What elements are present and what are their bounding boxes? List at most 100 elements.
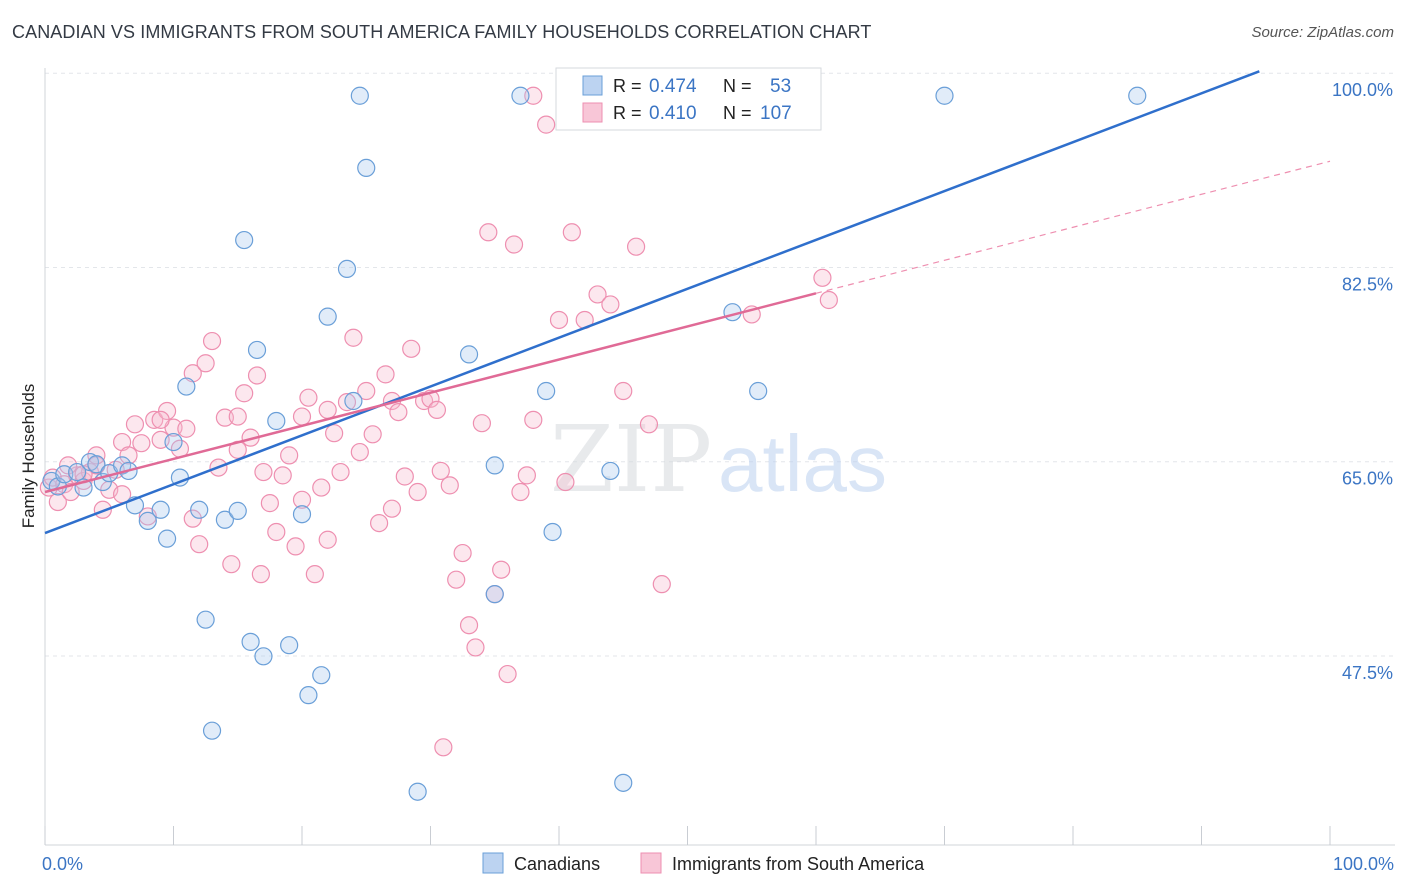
canadians-point-19 bbox=[196, 610, 215, 629]
immigrants-point-62 bbox=[434, 738, 453, 757]
canadians-point-45 bbox=[601, 461, 620, 481]
canadians-point-27 bbox=[267, 411, 286, 431]
immigrants-point-43 bbox=[312, 478, 331, 497]
stats-n-value-blue: 53 bbox=[770, 76, 791, 97]
immigrants-point-100 bbox=[318, 530, 337, 549]
canadians-point-43 bbox=[537, 381, 556, 401]
canadians-point-15 bbox=[164, 432, 183, 452]
legend-label-immigrants: Immigrants from South America bbox=[672, 854, 925, 874]
immigrants-point-101 bbox=[228, 407, 247, 426]
canadians-point-38 bbox=[459, 345, 479, 364]
canadians-point-35 bbox=[357, 158, 376, 177]
stats-n-label-blue: N = bbox=[723, 76, 752, 96]
y-tick-label-1: 82.5% bbox=[1342, 274, 1393, 294]
immigrants-point-40 bbox=[292, 490, 312, 509]
immigrants-point-42 bbox=[305, 565, 324, 584]
immigrants-point-52 bbox=[370, 513, 389, 533]
stats-n-label-pink: N = bbox=[723, 103, 752, 123]
immigrants-point-28 bbox=[215, 408, 234, 427]
canadians-point-14 bbox=[157, 529, 177, 548]
immigrants-point-75 bbox=[517, 466, 536, 485]
immigrants-point-79 bbox=[556, 472, 575, 492]
x-tick-label-max: 100.0% bbox=[1333, 854, 1394, 874]
canadians-trend-line bbox=[44, 70, 1260, 535]
immigrants-point-41 bbox=[299, 388, 318, 407]
y-tick-labels: 100.0% 82.5% 65.0% 47.5% bbox=[1332, 80, 1393, 683]
canadians-point-33 bbox=[337, 259, 357, 279]
immigrants-point-84 bbox=[614, 381, 633, 401]
immigrants-point-89 bbox=[813, 268, 832, 287]
stats-swatch-blue bbox=[582, 75, 603, 96]
immigrants-point-53 bbox=[376, 365, 395, 384]
canadians-point-32 bbox=[318, 307, 337, 326]
immigrants-point-80 bbox=[562, 223, 581, 242]
immigrants-point-37 bbox=[273, 466, 292, 485]
watermark-atlas: atlas bbox=[718, 419, 887, 508]
canadians-point-34 bbox=[344, 391, 363, 411]
immigrants-point-24 bbox=[190, 535, 209, 554]
canadians-point-28 bbox=[280, 636, 299, 655]
canadians-point-29 bbox=[292, 505, 312, 524]
grid bbox=[45, 72, 1395, 657]
immigrants-point-48 bbox=[344, 328, 363, 347]
x-tick-label-min: 0.0% bbox=[42, 854, 83, 874]
canadians-point-36 bbox=[350, 86, 369, 105]
stats-r-value-blue: 0.474 bbox=[649, 76, 697, 97]
pink-series-points bbox=[39, 86, 838, 757]
canadians-point-17 bbox=[177, 377, 196, 396]
immigrants-point-63 bbox=[440, 476, 459, 495]
immigrants-point-98 bbox=[59, 456, 78, 475]
immigrants-point-65 bbox=[453, 543, 472, 563]
immigrants-point-58 bbox=[408, 482, 427, 502]
immigrants-point-87 bbox=[652, 575, 671, 594]
immigrants-point-15 bbox=[132, 434, 151, 453]
canadians-point-12 bbox=[138, 511, 157, 530]
immigrants-point-72 bbox=[498, 664, 517, 684]
immigrants-point-83 bbox=[601, 295, 620, 314]
immigrants-point-102 bbox=[431, 461, 450, 481]
immigrants-point-44 bbox=[318, 400, 337, 419]
immigrants-point-73 bbox=[504, 235, 524, 254]
immigrants-point-36 bbox=[267, 522, 286, 542]
canadians-point-31 bbox=[312, 666, 331, 685]
canadians-point-42 bbox=[543, 522, 562, 542]
immigrants-point-57 bbox=[402, 339, 421, 358]
immigrants-point-103 bbox=[251, 565, 270, 584]
immigrants-point-35 bbox=[260, 494, 279, 513]
axes bbox=[44, 68, 1395, 846]
canadians-point-20 bbox=[202, 721, 222, 740]
immigrants-trend-line bbox=[44, 292, 817, 494]
canadians-point-13 bbox=[151, 500, 170, 519]
legend-label-canadians: Canadians bbox=[514, 854, 600, 874]
immigrants-point-31 bbox=[235, 384, 254, 403]
immigrants-point-46 bbox=[331, 462, 350, 482]
immigrants-point-69 bbox=[479, 223, 498, 242]
immigrants-point-33 bbox=[247, 366, 267, 385]
immigrants-point-68 bbox=[472, 414, 491, 433]
trend-lines bbox=[44, 70, 1331, 535]
canadians-point-22 bbox=[228, 501, 247, 520]
canadians-point-21 bbox=[215, 510, 234, 529]
canadians-point-24 bbox=[241, 632, 260, 651]
immigrants-point-50 bbox=[357, 381, 376, 401]
chart-title: CANADIAN VS IMMIGRANTS FROM SOUTH AMERIC… bbox=[12, 22, 872, 42]
canadians-point-46 bbox=[614, 773, 633, 792]
immigrants-point-2 bbox=[48, 492, 67, 512]
immigrants-point-19 bbox=[157, 401, 177, 421]
source-label: Source: ZipAtlas.com bbox=[1251, 24, 1394, 41]
stats-r-label-blue: R = bbox=[613, 76, 642, 96]
x-tick-marks bbox=[44, 826, 1331, 845]
immigrants-point-34 bbox=[254, 462, 273, 482]
canadians-point-40 bbox=[485, 585, 504, 604]
canadians-point-51 bbox=[1128, 86, 1147, 105]
stats-r-value-pink: 0.410 bbox=[649, 103, 697, 124]
immigrants-point-22 bbox=[177, 419, 196, 438]
y-axis-label: Family Households bbox=[19, 384, 38, 529]
immigrants-point-17 bbox=[145, 410, 164, 429]
stats-r-label-pink: R = bbox=[613, 103, 642, 123]
y-tick-label-2: 65.0% bbox=[1342, 469, 1393, 489]
immigrants-point-14 bbox=[125, 415, 145, 434]
immigrants-point-13 bbox=[119, 446, 138, 465]
y-tick-label-3: 47.5% bbox=[1342, 663, 1393, 683]
